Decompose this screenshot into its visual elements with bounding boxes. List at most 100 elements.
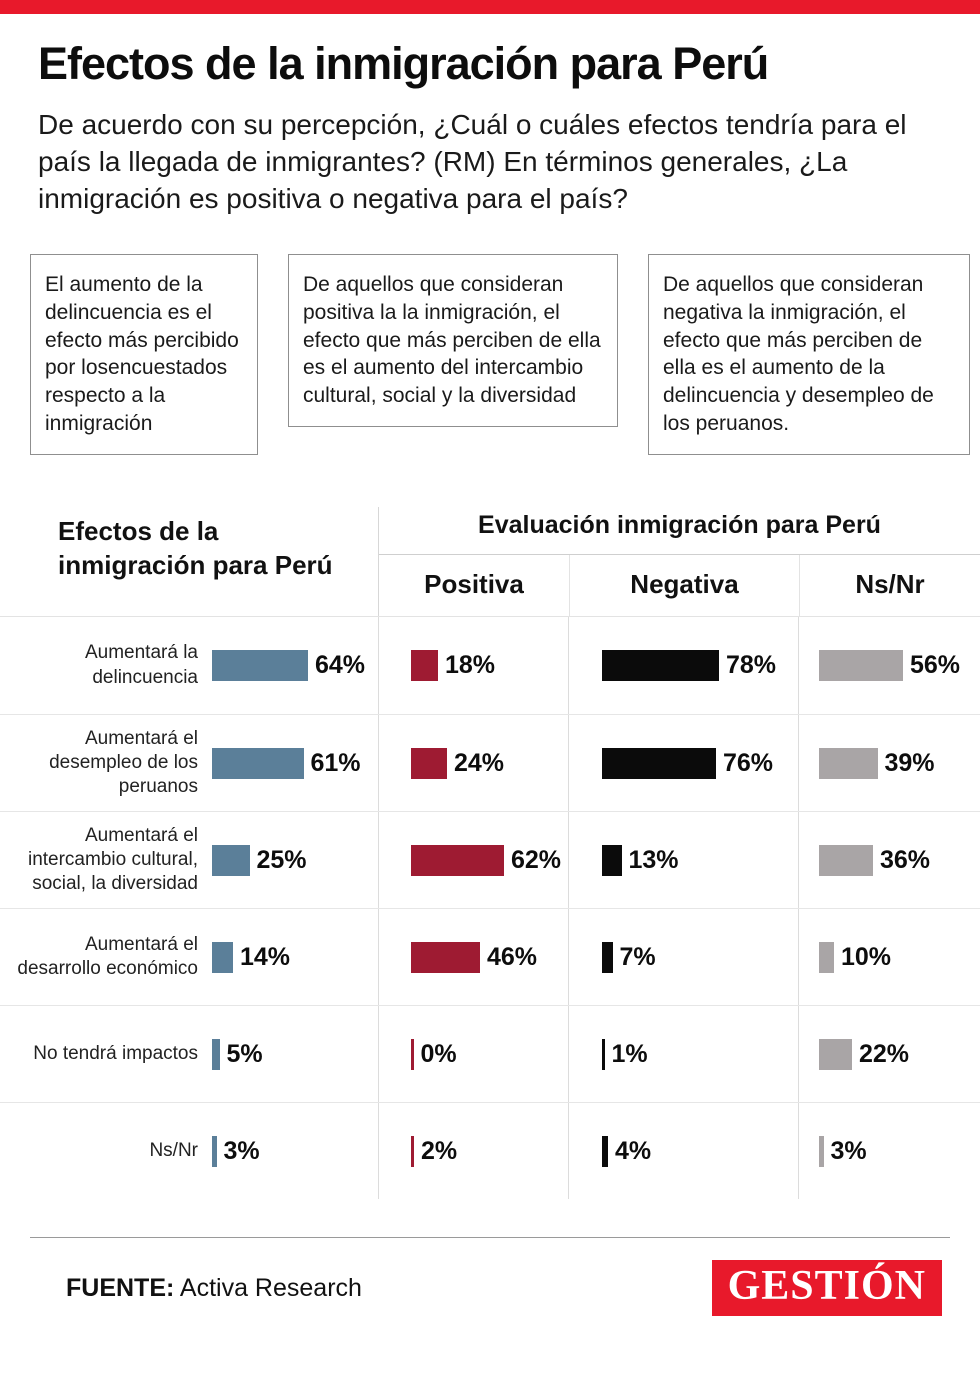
row-label: No tendrá impactos (33, 1043, 198, 1065)
source-credit: FUENTE: Activa Research (66, 1274, 362, 1303)
chart-right-title: Evaluación inmigración para Perú (379, 507, 980, 556)
bar-negativa (602, 1135, 608, 1167)
bar-cell-efectos: 14% (210, 909, 378, 1005)
bar-cell-nsnr: 10% (798, 909, 980, 1006)
subtitle: De acuerdo con su percepción, ¿Cuál o cu… (38, 109, 907, 215)
bar-positiva (411, 941, 480, 973)
bar-negativa (602, 941, 613, 973)
bar-cell-efectos: 3% (210, 1103, 378, 1199)
bar-nsnr (819, 747, 878, 779)
gestion-logo: GESTIÓN (711, 1260, 942, 1317)
source-label: FUENTE: (66, 1273, 175, 1302)
bar-negativa (602, 1038, 605, 1070)
bar-value: 56% (910, 651, 961, 680)
chart-left-title: Efectos de la inmigración para Perú (58, 516, 333, 581)
bar-cell-efectos: 25% (210, 812, 378, 908)
bar-efectos (212, 747, 304, 779)
bar-value: 2% (421, 1136, 458, 1165)
bar-cell-negativa: 1% (568, 1006, 798, 1103)
bar-value: 39% (884, 748, 935, 777)
bar-value: 22% (859, 1039, 910, 1068)
table-row: Ns/Nr 3% 2% 4% 3% (0, 1102, 980, 1200)
bar-value: 3% (223, 1136, 260, 1165)
bar-cell-negativa: 76% (568, 715, 798, 812)
table-row: Aumentará el desempleo de los peruanos 6… (0, 714, 980, 812)
bar-nsnr (819, 941, 834, 973)
bar-cell-positiva: 2% (378, 1103, 568, 1200)
bar-cell-efectos: 5% (210, 1006, 378, 1102)
footer: FUENTE: Activa Research GESTIÓN (30, 1237, 950, 1342)
bar-cell-nsnr: 22% (798, 1006, 980, 1103)
bar-value: 13% (628, 845, 679, 874)
bar-value: 76% (723, 748, 774, 777)
bar-nsnr (819, 1135, 824, 1167)
bar-cell-nsnr: 36% (798, 812, 980, 909)
bar-value: 10% (841, 942, 892, 971)
row-label: Aumentará el desarrollo económico (17, 933, 198, 980)
bar-cell-positiva: 24% (378, 715, 568, 812)
row-label: Aumentará la delincuencia (84, 642, 198, 688)
bar-value: 64% (315, 651, 366, 680)
bar-negativa (602, 747, 716, 779)
bar-value: 36% (880, 845, 931, 874)
bar-value: 5% (226, 1039, 263, 1068)
callout-box-positiva: De aquellos que consideran positiva la l… (288, 253, 618, 428)
bar-cell-negativa: 4% (568, 1103, 798, 1200)
table-row: Aumentará el intercambio cultural, socia… (0, 811, 980, 909)
page-title: Efectos de la inmigración para Perú (38, 38, 769, 89)
column-header-negativa: Negativa (569, 555, 799, 617)
bar-positiva (411, 747, 447, 779)
bar-cell-efectos: 64% (210, 617, 378, 714)
chart-header: Efectos de la inmigración para Perú Eval… (0, 507, 980, 617)
bar-cell-positiva: 46% (378, 909, 568, 1006)
chart-rows: Aumentará la delincuencia 64% 18% 78% 56… (0, 616, 980, 1200)
row-label: Aumentará el intercambio cultural, socia… (27, 824, 198, 895)
bar-value: 14% (240, 942, 291, 971)
bar-cell-nsnr: 56% (798, 617, 980, 715)
bar-nsnr (819, 650, 903, 682)
bar-value: 0% (420, 1039, 457, 1068)
bar-cell-positiva: 18% (378, 617, 568, 715)
bar-efectos (212, 1135, 217, 1167)
bar-cell-negativa: 7% (568, 909, 798, 1006)
row-label: Ns/Nr (149, 1140, 198, 1162)
bar-value: 3% (830, 1136, 867, 1165)
column-header-nsnr: Ns/Nr (799, 555, 980, 617)
bar-value: 25% (256, 845, 307, 874)
callout-boxes: El aumento de la delincuencia es el efec… (30, 253, 970, 456)
bar-chart: Efectos de la inmigración para Perú Eval… (0, 507, 980, 1200)
bar-efectos (212, 1038, 220, 1070)
bar-value: 46% (487, 942, 538, 971)
bar-cell-positiva: 62% (378, 812, 568, 909)
bar-cell-negativa: 13% (568, 812, 798, 909)
table-row: Aumentará el desarrollo económico 14% 46… (0, 908, 980, 1006)
callout-box-negativa: De aquellos que consideran negativa la i… (648, 253, 970, 456)
bar-negativa (602, 650, 719, 682)
bar-cell-nsnr: 3% (798, 1103, 980, 1200)
bar-cell-positiva: 0% (378, 1006, 568, 1103)
bar-positiva (411, 1038, 414, 1070)
bar-value: 1% (611, 1039, 648, 1068)
callout-box-delincuencia: El aumento de la delincuencia es el efec… (30, 253, 258, 456)
bar-negativa (602, 844, 622, 876)
bar-value: 78% (726, 651, 777, 680)
bar-cell-negativa: 78% (568, 617, 798, 715)
bar-positiva (411, 650, 438, 682)
bar-nsnr (819, 1038, 852, 1070)
bar-efectos (212, 844, 250, 876)
bar-value: 24% (454, 748, 505, 777)
accent-topbar (0, 0, 980, 14)
bar-positiva (411, 844, 504, 876)
bar-cell-efectos: 61% (210, 715, 378, 811)
column-header-positiva: Positiva (424, 569, 524, 600)
chart-right-header: Evaluación inmigración para Perú Positiv… (378, 507, 980, 617)
table-row: No tendrá impactos 5% 0% 1% 22% (0, 1005, 980, 1103)
bar-efectos (212, 941, 233, 973)
bar-value: 18% (445, 651, 496, 680)
bar-positiva (411, 1135, 414, 1167)
bar-value: 7% (619, 942, 656, 971)
bar-efectos (212, 650, 308, 682)
bar-cell-nsnr: 39% (798, 715, 980, 812)
bar-value: 62% (511, 845, 562, 874)
